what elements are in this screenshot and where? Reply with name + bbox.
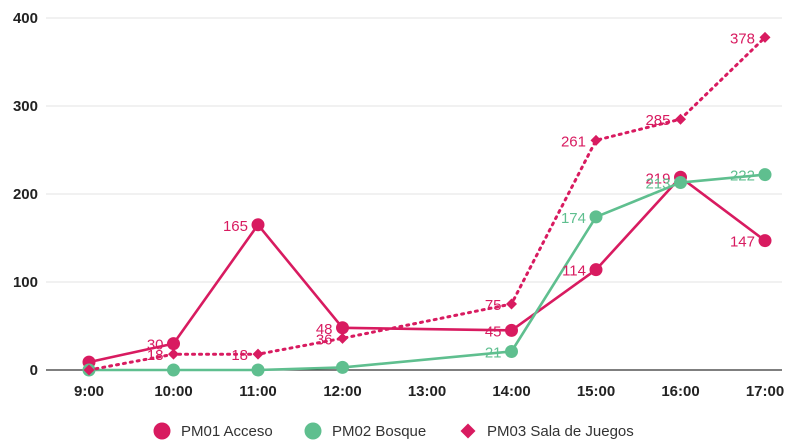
data-point-circle (505, 323, 518, 337)
y-tick-label: 0 (30, 362, 38, 379)
y-tick-label: 400 (13, 10, 38, 27)
data-point-circle (336, 321, 349, 335)
data-point-circle (167, 337, 180, 351)
data-point-diamond (83, 364, 95, 376)
data-label: 219 (645, 170, 670, 187)
y-tick-label: 300 (13, 98, 38, 115)
data-label: 48 (316, 321, 333, 338)
axes: 0 100 200 300 400 9:00 10:00 11:00 12:00 13:00 14:… (13, 10, 784, 400)
x-tick-label: 14:00 (492, 383, 530, 400)
data-label: 261 (561, 133, 586, 150)
data-label: 30 (147, 337, 164, 354)
legend-label: PM01 Acceso (181, 423, 273, 440)
legend-marker-circle (304, 422, 322, 440)
data-point-diamond (337, 332, 348, 344)
data-labels: 30 165 48 45 114 219 147 21 174 213 222 18 18 36 75 261… (147, 30, 755, 364)
data-point-circle (336, 360, 349, 374)
x-tick-label: 9:00 (74, 383, 104, 400)
data-label: 174 (561, 210, 586, 227)
x-tick-label: 17:00 (746, 383, 784, 400)
data-point-circle (674, 176, 687, 190)
x-tick-label: 16:00 (661, 383, 699, 400)
data-point-circle (758, 234, 772, 248)
data-label: 285 (645, 112, 670, 129)
data-point-circle (589, 263, 603, 277)
data-point-diamond (675, 113, 686, 125)
data-point-circle (589, 210, 603, 224)
data-point-circle (251, 218, 265, 232)
data-point-circle (758, 168, 772, 182)
data-point-diamond (168, 348, 179, 360)
legend: PM01 Acceso PM02 Bosque PM03 Sala de Juego… (153, 422, 634, 440)
x-tick-label: 15:00 (577, 383, 615, 400)
data-label: 18 (231, 347, 248, 364)
x-tick-label: 11:00 (239, 383, 277, 400)
data-point-circle (167, 363, 180, 377)
x-tick-label: 10:00 (154, 383, 192, 400)
data-label: 75 (485, 297, 502, 314)
data-point-circle (505, 345, 518, 359)
data-point-diamond (506, 298, 517, 310)
series-line-1 (87, 176, 767, 364)
data-label: 165 (223, 218, 248, 235)
data-point-diamond (252, 348, 264, 360)
data-point-diamond (759, 31, 771, 43)
data-label: 45 (485, 323, 502, 340)
legend-marker-circle (153, 422, 171, 440)
series-line-2 (87, 173, 767, 372)
data-label: 213 (645, 176, 670, 193)
data-point-diamond (590, 134, 602, 146)
data-label: 114 (562, 263, 586, 280)
grid-lines (46, 17, 782, 283)
legend-label: PM03 Sala de Juegos (487, 423, 634, 440)
legend-label: PM02 Bosque (332, 423, 426, 440)
data-label: 378 (730, 30, 755, 47)
series-line-3 (87, 35, 767, 372)
y-tick-label: 100 (13, 274, 38, 291)
data-label: 18 (147, 347, 164, 364)
series-lines (82, 31, 772, 377)
data-label: 147 (730, 234, 755, 251)
x-tick-label: 13:00 (408, 383, 446, 400)
data-label: 222 (730, 168, 755, 185)
y-tick-label: 200 (13, 186, 38, 203)
data-label: 36 (316, 331, 333, 348)
data-point-circle (251, 363, 265, 377)
x-tick-label: 12:00 (323, 383, 361, 400)
data-label: 21 (485, 345, 502, 362)
legend-marker-diamond (460, 423, 476, 439)
